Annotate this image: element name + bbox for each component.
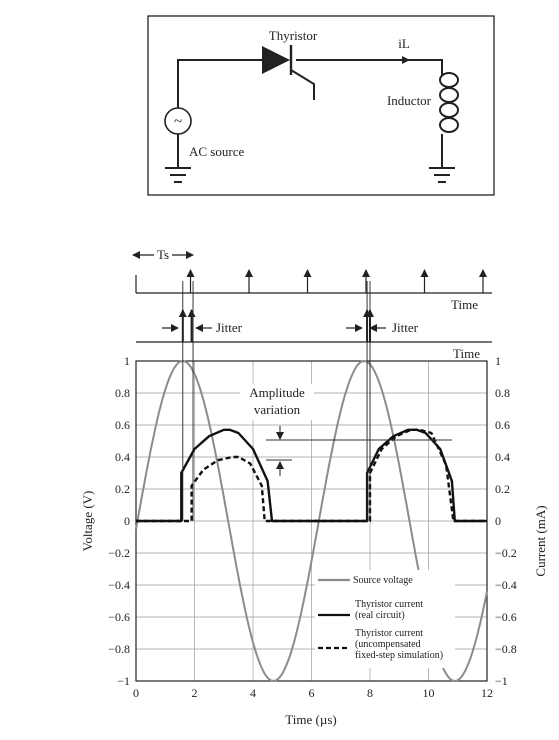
y-tick-label-left: 0.2 [115, 482, 130, 496]
ground-symbol [429, 167, 455, 183]
y-tick-label-right: 0.4 [495, 450, 510, 464]
x-tick-label: 2 [192, 686, 198, 700]
x-tick-label: 8 [367, 686, 373, 700]
circuit-frame [147, 15, 495, 196]
y-tick-label-right: −0.8 [495, 642, 517, 656]
legend-text-line: (real circuit) [355, 610, 405, 621]
inductor-symbol [439, 70, 459, 140]
y-axis-label-right: Current (mA) [533, 505, 548, 576]
y-tick-label-left: 0.4 [115, 450, 130, 464]
sample-pulses [186, 269, 487, 293]
circuit-diagram: Thyristor iL Inductor ~ AC source [147, 15, 495, 196]
y-tick-label-left: 0.8 [115, 386, 130, 400]
y-tick-label-left: −0.2 [108, 546, 130, 560]
y-tick-label-left: −0.4 [108, 578, 130, 592]
jitter-label-2: Jitter [392, 320, 419, 335]
y-tick-label-right: 1 [495, 354, 501, 368]
y-tick-label-right: 0.2 [495, 482, 510, 496]
y-tick-label-left: −0.6 [108, 610, 130, 624]
legend-label-sim: Thyristor current (uncompensated fixed-ste… [355, 628, 443, 661]
waveform-chart: 0 2 4 6 8 10 12 10.80.60.40.20−0.2−0.4−0.6−0.8… [80, 281, 548, 727]
series-line-1 [136, 428, 487, 523]
amplitude-label-line2: variation [254, 402, 301, 417]
y-tick-label-left: 0.6 [115, 418, 130, 432]
legend-label-real: Thyristor current (real circuit) [355, 599, 423, 621]
ac-source-label: AC source [189, 144, 244, 159]
y-tick-label-right: 0.6 [495, 418, 510, 432]
legend-text-line: (uncompensated [355, 639, 421, 650]
y-tick-label-right: −0.4 [495, 578, 517, 592]
chart-legend: Source voltage Thyristor current (real ci… [315, 570, 455, 668]
amplitude-annotation: Amplitude variation [240, 384, 452, 476]
y-tick-label-right: −1 [495, 674, 508, 688]
y-tick-label-left: −1 [117, 674, 130, 688]
y-tick-label-right: 0 [495, 514, 501, 528]
x-tick-label: 12 [481, 686, 493, 700]
y-tick-label-right: −0.6 [495, 610, 517, 624]
circuit-wire [177, 59, 262, 108]
amplitude-label-line1: Amplitude [249, 385, 305, 400]
timing-diagram: Ts Time Jitter Jitter Time [132, 247, 492, 361]
x-axis-label: Time (µs) [285, 712, 336, 727]
jitter-label-1: Jitter [216, 320, 243, 335]
current-label: iL [398, 36, 410, 51]
x-tick-label: 0 [133, 686, 139, 700]
y-axis-label-left: Voltage (V) [80, 491, 95, 552]
time-label-1: Time [451, 297, 478, 312]
y-tick-labels-right: 1 0.8 0.6 0.4 0.2 0 −0.2 −0.4 −0.6 −0.8 −1 [495, 354, 517, 688]
y-tick-label-right: −0.2 [495, 546, 517, 560]
ground-symbol [165, 167, 191, 183]
inductor-label: Inductor [387, 93, 432, 108]
thyristor-label: Thyristor [269, 28, 318, 43]
time-label-2: Time [453, 346, 480, 361]
ac-source-glyph: ~ [174, 114, 182, 130]
x-tick-label: 4 [250, 686, 256, 700]
series-line-2 [136, 428, 487, 523]
x-tick-label: 10 [423, 686, 435, 700]
jittered-pulses [178, 309, 374, 342]
y-tick-label-left: −0.8 [108, 642, 130, 656]
x-tick-labels: 0 2 4 6 8 10 12 [133, 686, 493, 700]
y-tick-labels-left: 1 0.8 0.6 0.4 0.2 0 −0.2 −0.4 −0.6 −0.8 −1 [108, 354, 130, 688]
legend-text-line: Thyristor current [355, 599, 423, 610]
y-tick-label-right: 0.8 [495, 386, 510, 400]
thyristor-symbol [262, 45, 315, 100]
x-tick-label: 6 [309, 686, 315, 700]
circuit-wire [296, 59, 443, 70]
ts-label: Ts [157, 247, 169, 262]
ac-source-symbol: ~ [164, 107, 192, 135]
legend-label-source: Source voltage [353, 575, 413, 586]
legend-text-line: Thyristor current [355, 628, 423, 639]
y-tick-label-left: 0 [124, 514, 130, 528]
y-tick-label-left: 1 [124, 354, 130, 368]
legend-text-line: fixed-step simulation) [355, 650, 443, 661]
